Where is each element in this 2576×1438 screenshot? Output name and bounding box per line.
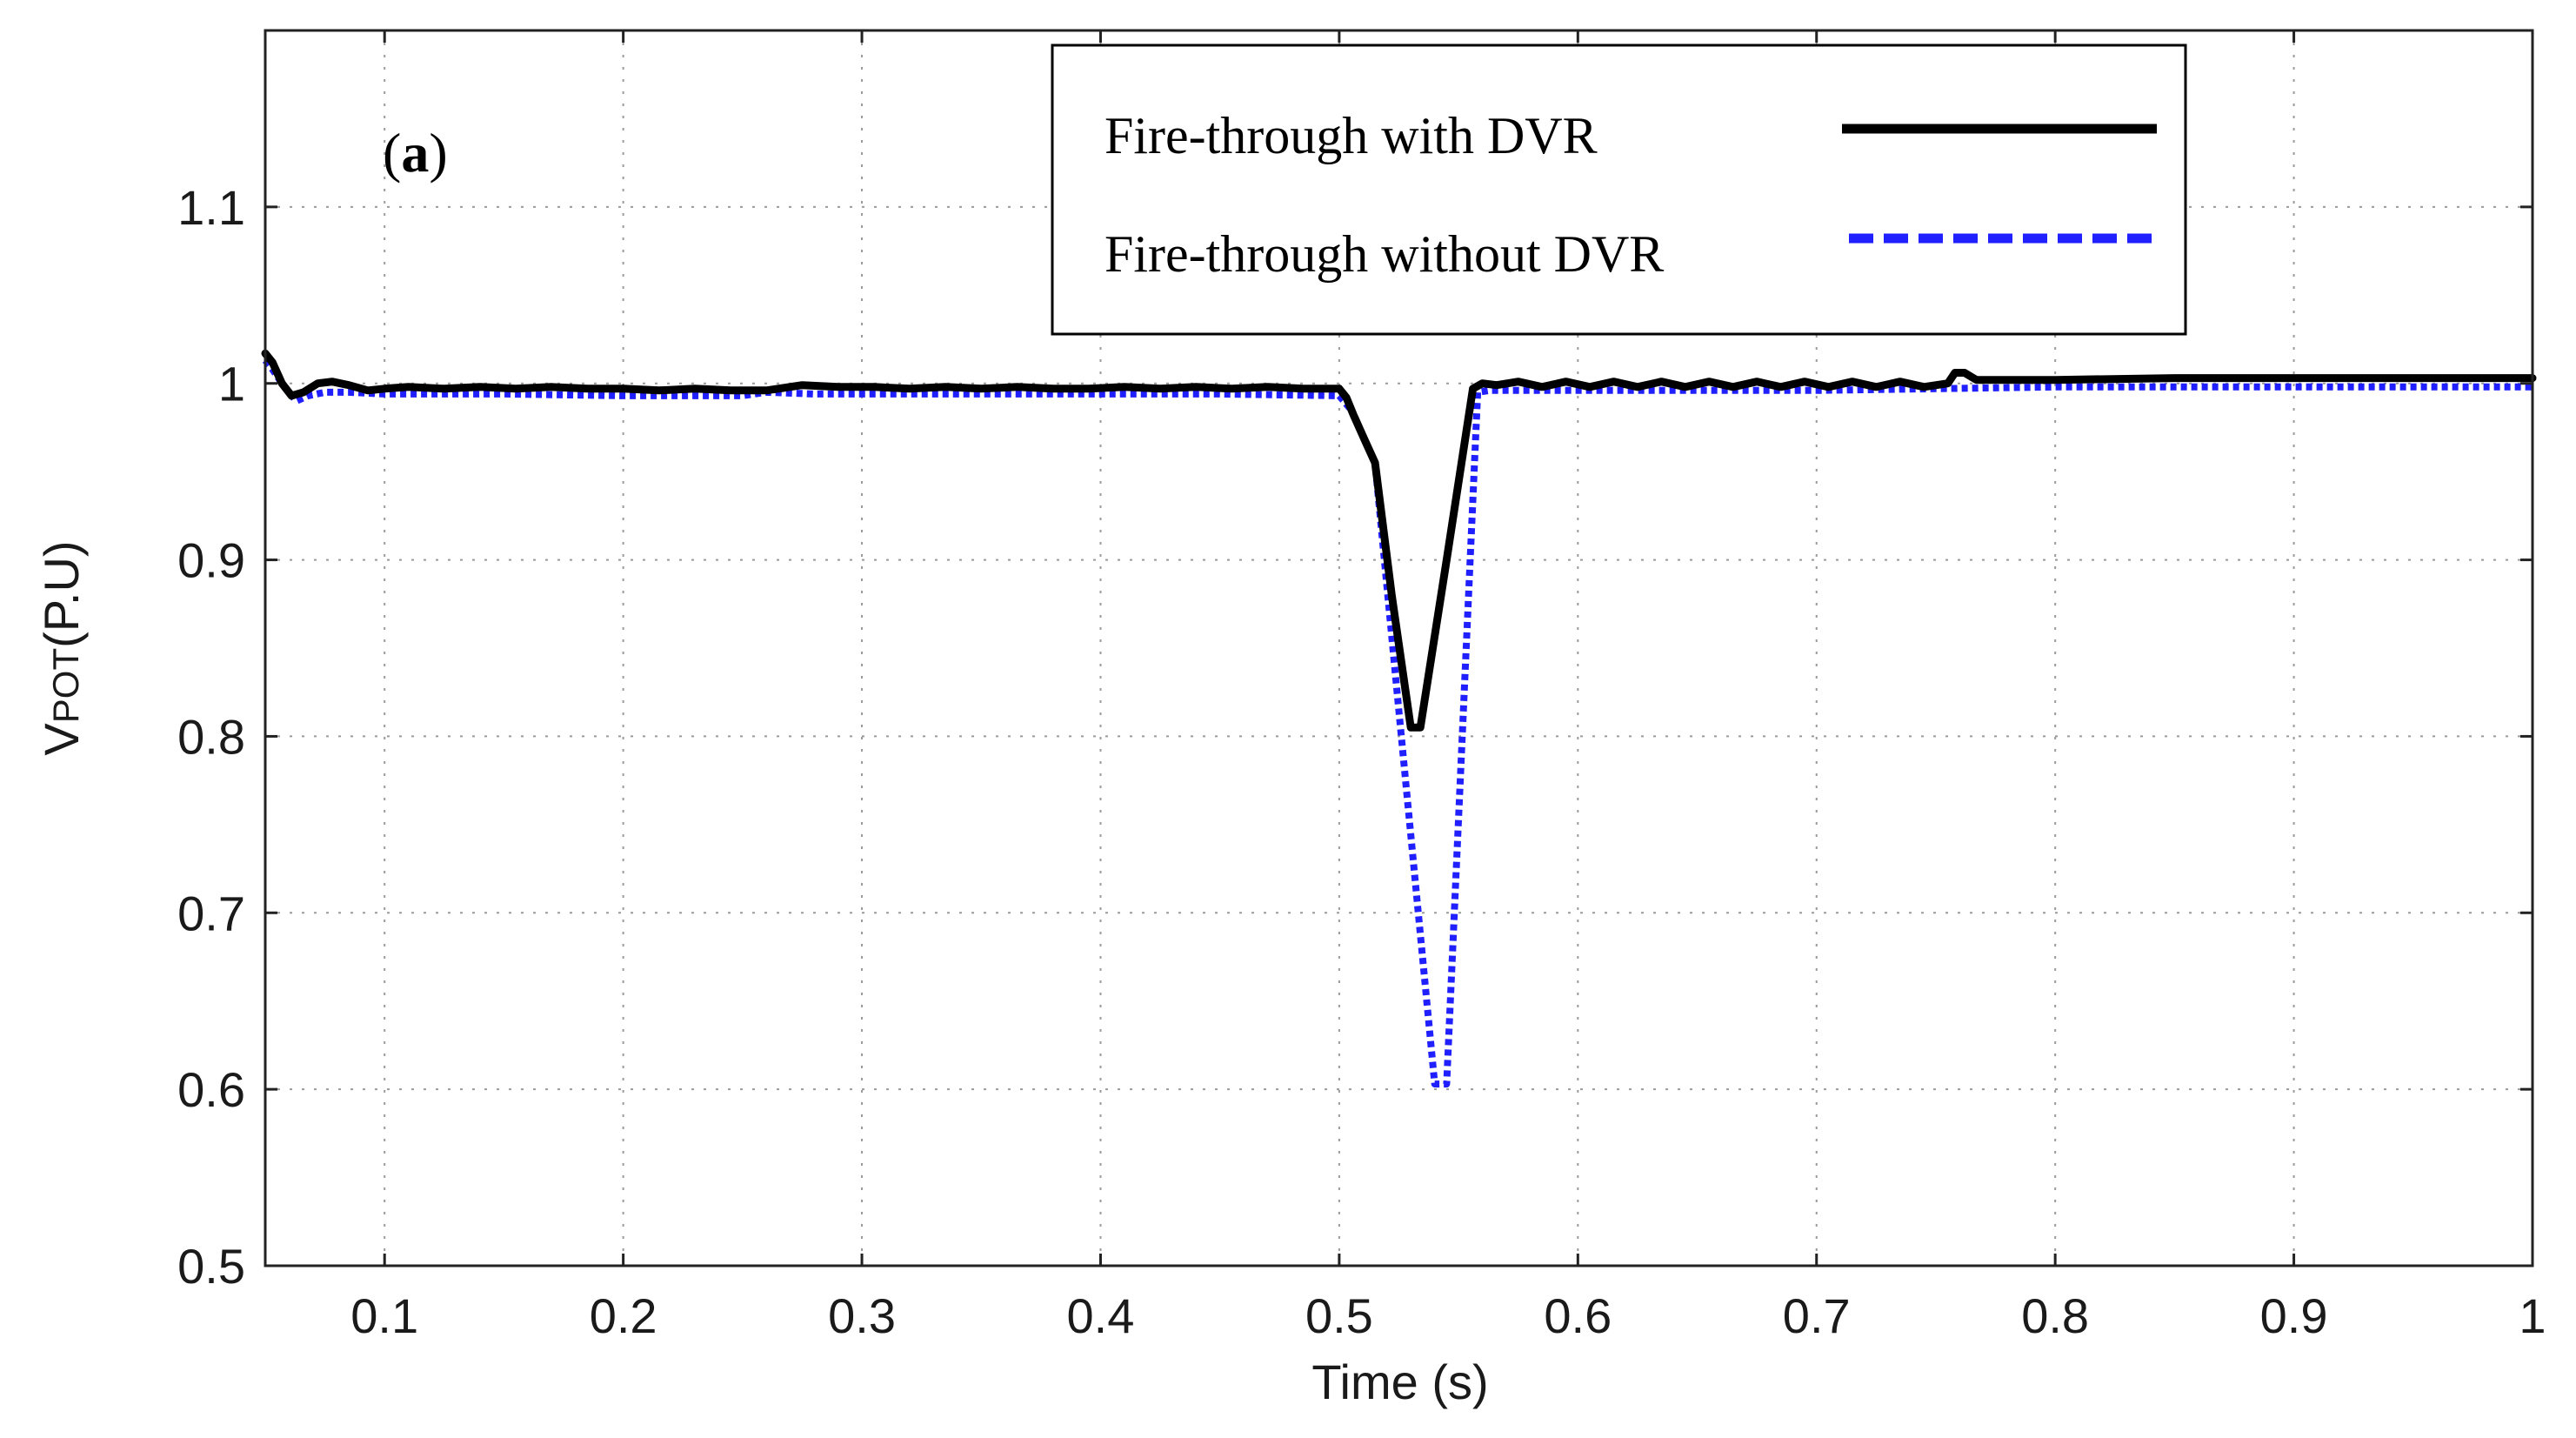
y-tick-label: 1 bbox=[218, 357, 245, 411]
legend: Fire-through with DVR Fire-through witho… bbox=[1051, 43, 2187, 336]
x-tick-label: 0.6 bbox=[1544, 1288, 1612, 1343]
x-axis-title: Time (s) bbox=[1311, 1354, 1488, 1409]
y-tick-label: 0.6 bbox=[177, 1062, 245, 1117]
x-tick-label: 0.1 bbox=[350, 1288, 418, 1343]
panel-label: (a) bbox=[383, 122, 448, 184]
y-tick-label: 0.8 bbox=[177, 709, 245, 764]
x-tick-label: 0.4 bbox=[1067, 1288, 1135, 1343]
x-tick-label: 0.5 bbox=[1305, 1288, 1373, 1343]
series-line-with-dvr bbox=[261, 349, 2537, 732]
legend-label-with-dvr: Fire-through with DVR bbox=[1104, 107, 1598, 164]
legend-label-without-dvr: Fire-through without DVR bbox=[1104, 225, 1664, 283]
y-tick-label: 0.9 bbox=[177, 533, 245, 588]
axis-ticks: 0.1 0.2 0.3 0.4 0.5 0.6 0.7 0.8 0.9 1 0.5 0.6 0.7 0.8… bbox=[177, 30, 2546, 1343]
x-tick-label: 0.3 bbox=[828, 1288, 896, 1343]
y-tick-label: 1.1 bbox=[177, 180, 245, 235]
y-tick-label: 0.7 bbox=[177, 886, 245, 940]
plot-area-frame bbox=[264, 29, 2534, 1267]
x-tick-label: 0.7 bbox=[1783, 1288, 1851, 1343]
legend-box bbox=[1051, 43, 2187, 336]
x-tick-label: 1 bbox=[2519, 1288, 2546, 1343]
x-tick-label: 0.8 bbox=[2021, 1288, 2089, 1343]
y-axis-title: VPOT(P.U) bbox=[34, 540, 89, 755]
plot-series bbox=[261, 349, 2537, 1088]
series-line-without-dvr bbox=[262, 358, 2533, 1088]
x-tick-label: 0.9 bbox=[2260, 1288, 2328, 1343]
y-tick-label: 0.5 bbox=[177, 1239, 245, 1294]
x-tick-label: 0.2 bbox=[590, 1288, 657, 1343]
